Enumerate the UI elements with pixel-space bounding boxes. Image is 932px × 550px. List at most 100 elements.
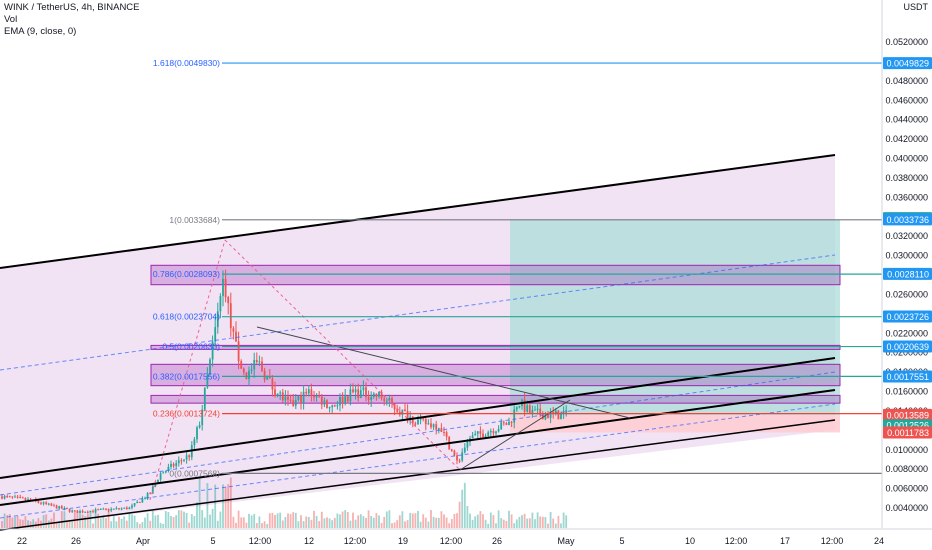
candle-body xyxy=(209,359,211,375)
resistance-zone xyxy=(150,344,841,350)
volume-bar xyxy=(32,519,35,528)
price-tick-label: 0.0360000 xyxy=(885,192,928,202)
candle-body xyxy=(40,502,42,504)
candle-body xyxy=(102,508,105,510)
candle-body xyxy=(362,387,365,391)
volume-bar xyxy=(523,513,526,528)
candle-body xyxy=(214,327,217,342)
candle-body xyxy=(414,423,417,425)
price-badge: 0.0049829 xyxy=(883,57,932,70)
volume-bar xyxy=(258,516,261,528)
price-badge-label: 0.0020639 xyxy=(886,342,929,352)
volume-bar xyxy=(214,484,217,528)
candle-body xyxy=(263,370,266,380)
candle-body xyxy=(185,455,188,460)
candle-body xyxy=(497,429,500,432)
candle-body xyxy=(125,507,128,510)
volume-bar xyxy=(383,516,386,528)
candle-body xyxy=(159,473,162,480)
candle-body xyxy=(203,387,206,410)
candle-body xyxy=(458,460,461,462)
volume-bar xyxy=(323,518,326,528)
volume-bar xyxy=(37,518,40,528)
volume-bar xyxy=(313,510,315,528)
volume-bar xyxy=(115,521,118,528)
volume-bar xyxy=(268,513,271,528)
candle-body xyxy=(201,409,204,426)
candle-body xyxy=(344,396,347,404)
volume-bar xyxy=(544,517,547,528)
volume-bar xyxy=(414,513,417,528)
volume-bar xyxy=(183,511,185,528)
candle-body xyxy=(133,503,136,506)
volume-bar xyxy=(110,521,113,528)
candle-body xyxy=(154,482,157,487)
volume-bar xyxy=(287,513,289,528)
candle-body xyxy=(138,501,141,503)
candle-body xyxy=(341,396,344,404)
resistance-zone xyxy=(150,394,841,404)
volume-bar xyxy=(8,514,11,528)
volume-bar xyxy=(492,515,495,528)
candle-body xyxy=(175,463,178,467)
candle-body xyxy=(515,407,518,410)
volume-bar xyxy=(53,512,55,528)
volume-bar xyxy=(430,510,432,528)
volume-bar xyxy=(185,512,188,528)
volume-bar xyxy=(276,513,279,528)
candle-body xyxy=(177,460,180,464)
candle-body xyxy=(68,509,71,512)
volume-bar xyxy=(177,510,180,528)
volume-bar xyxy=(406,520,409,528)
candle-body xyxy=(42,502,45,504)
volume-bar xyxy=(422,514,425,528)
candle-body xyxy=(471,435,474,439)
candle-body xyxy=(430,423,432,428)
volume-bar xyxy=(333,517,336,528)
candle-body xyxy=(510,421,513,423)
volume-bar xyxy=(219,511,222,528)
volume-bar xyxy=(237,510,240,528)
volume-bar xyxy=(294,512,297,528)
time-tick-label: 12:00 xyxy=(344,536,367,546)
volume-bar xyxy=(253,514,256,528)
price-badge: 0.0017551 xyxy=(883,370,932,383)
candle-body xyxy=(128,507,131,510)
volume-bar xyxy=(489,512,492,528)
volume-bar xyxy=(354,519,357,528)
candle-body xyxy=(352,389,354,393)
candle-body xyxy=(211,341,214,360)
volume-bar xyxy=(320,511,323,528)
currency-label: USDT xyxy=(904,2,929,12)
candle-body xyxy=(164,470,167,473)
candle-body xyxy=(453,450,456,456)
volume-bar xyxy=(541,516,544,528)
volume-bar xyxy=(409,512,412,528)
candle-body xyxy=(281,392,284,401)
volume-bar xyxy=(193,516,196,528)
fib-diagonal xyxy=(224,239,461,471)
volume-bar xyxy=(125,520,128,528)
volume-bar xyxy=(432,516,435,528)
volume-bar xyxy=(510,514,513,528)
volume-bar xyxy=(86,514,89,528)
volume-bar xyxy=(310,519,313,528)
volume-bar xyxy=(138,523,141,528)
volume-bar xyxy=(289,514,292,528)
volume-bar xyxy=(92,523,94,528)
volume-bar xyxy=(180,510,183,528)
candle-body xyxy=(518,406,521,408)
candle-body xyxy=(388,398,391,401)
candle-body xyxy=(222,278,224,297)
volume-bar xyxy=(102,515,105,528)
volume-bar xyxy=(81,514,84,528)
volume-bar xyxy=(42,515,45,528)
volume-bar xyxy=(505,520,508,528)
volume-bar xyxy=(66,520,68,528)
volume-bar xyxy=(456,513,458,528)
volume-bar xyxy=(297,521,300,528)
volume-bar xyxy=(557,515,560,528)
volume-bar xyxy=(58,521,61,528)
price-tick-label: 0.0440000 xyxy=(885,115,928,125)
